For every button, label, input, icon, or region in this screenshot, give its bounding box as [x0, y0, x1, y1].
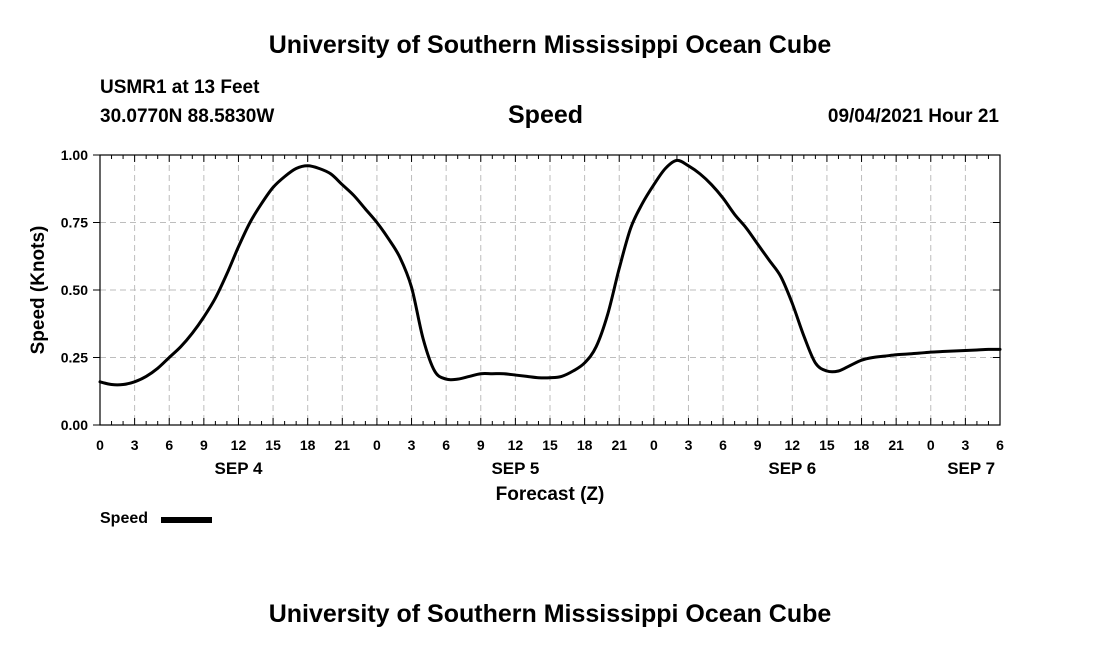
speed-series-line: [98, 158, 1002, 387]
x-tick-label: 18: [300, 437, 316, 453]
station-label: USMR1 at 13 Feet: [100, 77, 260, 98]
x-tick-label: 0: [927, 437, 935, 453]
y-axis-label: Speed (Knots): [28, 226, 49, 355]
y-tick-label: 0.00: [61, 417, 88, 433]
y-tick-label: 0.25: [61, 350, 88, 366]
x-tick-label: 3: [408, 437, 416, 453]
day-label: SEP 5: [491, 459, 539, 478]
x-tick-label: 3: [961, 437, 969, 453]
legend-line-swatch: [161, 517, 212, 523]
x-tick-label: 15: [542, 437, 558, 453]
x-tick-label: 21: [611, 437, 627, 453]
x-axis-label: Forecast (Z): [496, 484, 605, 505]
x-tick-label: 6: [996, 437, 1004, 453]
x-tick-label: 6: [719, 437, 727, 453]
x-tick-label: 3: [131, 437, 139, 453]
x-tick-label: 21: [335, 437, 351, 453]
x-tick-label: 0: [373, 437, 381, 453]
chart-header-title: University of Southern Mississippi Ocean…: [268, 31, 832, 59]
x-tick-label: 6: [442, 437, 450, 453]
day-label: SEP 4: [215, 459, 263, 478]
chart-footer-title: University of Southern Mississippi Ocean…: [268, 600, 832, 628]
x-tick-label: 18: [577, 437, 593, 453]
legend-label: Speed: [100, 510, 149, 527]
coordinates-label: 30.0770N 88.5830W: [100, 106, 275, 127]
day-label: SEP 7: [947, 459, 995, 478]
x-tick-label: 9: [754, 437, 762, 453]
plot-frame: [99, 154, 1001, 426]
x-tick-label: 12: [231, 437, 247, 453]
x-tick-label: 3: [685, 437, 693, 453]
forecast-datetime: 09/04/2021 Hour 21: [827, 106, 999, 127]
label-layer: 0 3 6 9 12 15 18 21 0 3 6 9 12 15 18 21 0 3 6 9 12 15 18 21 0 3 6 0…: [61, 147, 1004, 478]
grid-layer: [100, 155, 1000, 425]
x-tick-label: 6: [165, 437, 173, 453]
x-tick-label: 15: [819, 437, 835, 453]
x-tick-label: 15: [265, 437, 281, 453]
x-tick-label: 12: [785, 437, 801, 453]
y-tick-label: 0.50: [61, 282, 88, 298]
x-tick-label: 9: [477, 437, 485, 453]
y-tick-label: 1.00: [61, 147, 88, 163]
y-tick-label: 0.75: [61, 215, 88, 231]
x-tick-label: 18: [854, 437, 870, 453]
day-label: SEP 6: [768, 459, 816, 478]
tick-layer: [93, 154, 1001, 426]
chart-title: Speed: [508, 101, 584, 129]
x-tick-label: 21: [888, 437, 904, 453]
x-tick-label: 9: [200, 437, 208, 453]
x-tick-label: 0: [96, 437, 104, 453]
x-tick-label: 12: [508, 437, 524, 453]
x-tick-label: 0: [650, 437, 658, 453]
